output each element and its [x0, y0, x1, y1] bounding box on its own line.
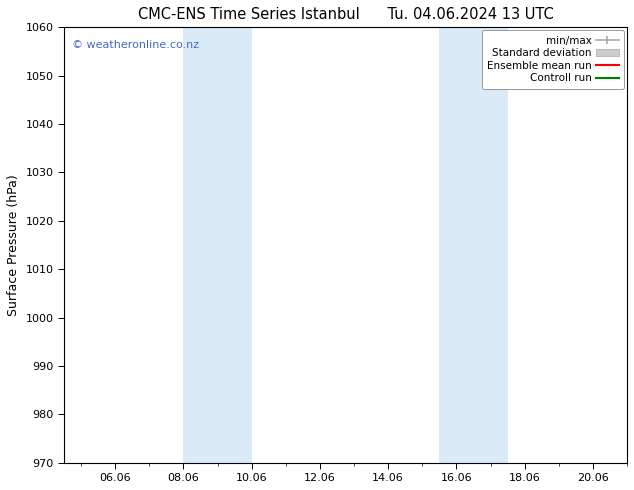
Text: © weatheronline.co.nz: © weatheronline.co.nz	[72, 40, 200, 50]
Bar	[439, 27, 508, 463]
Legend: min/max, Standard deviation, Ensemble mean run, Controll run: min/max, Standard deviation, Ensemble me…	[482, 30, 624, 89]
Bar	[183, 27, 252, 463]
Title: CMC-ENS Time Series Istanbul      Tu. 04.06.2024 13 UTC: CMC-ENS Time Series Istanbul Tu. 04.06.2…	[138, 7, 553, 22]
Y-axis label: Surface Pressure (hPa): Surface Pressure (hPa)	[7, 174, 20, 316]
